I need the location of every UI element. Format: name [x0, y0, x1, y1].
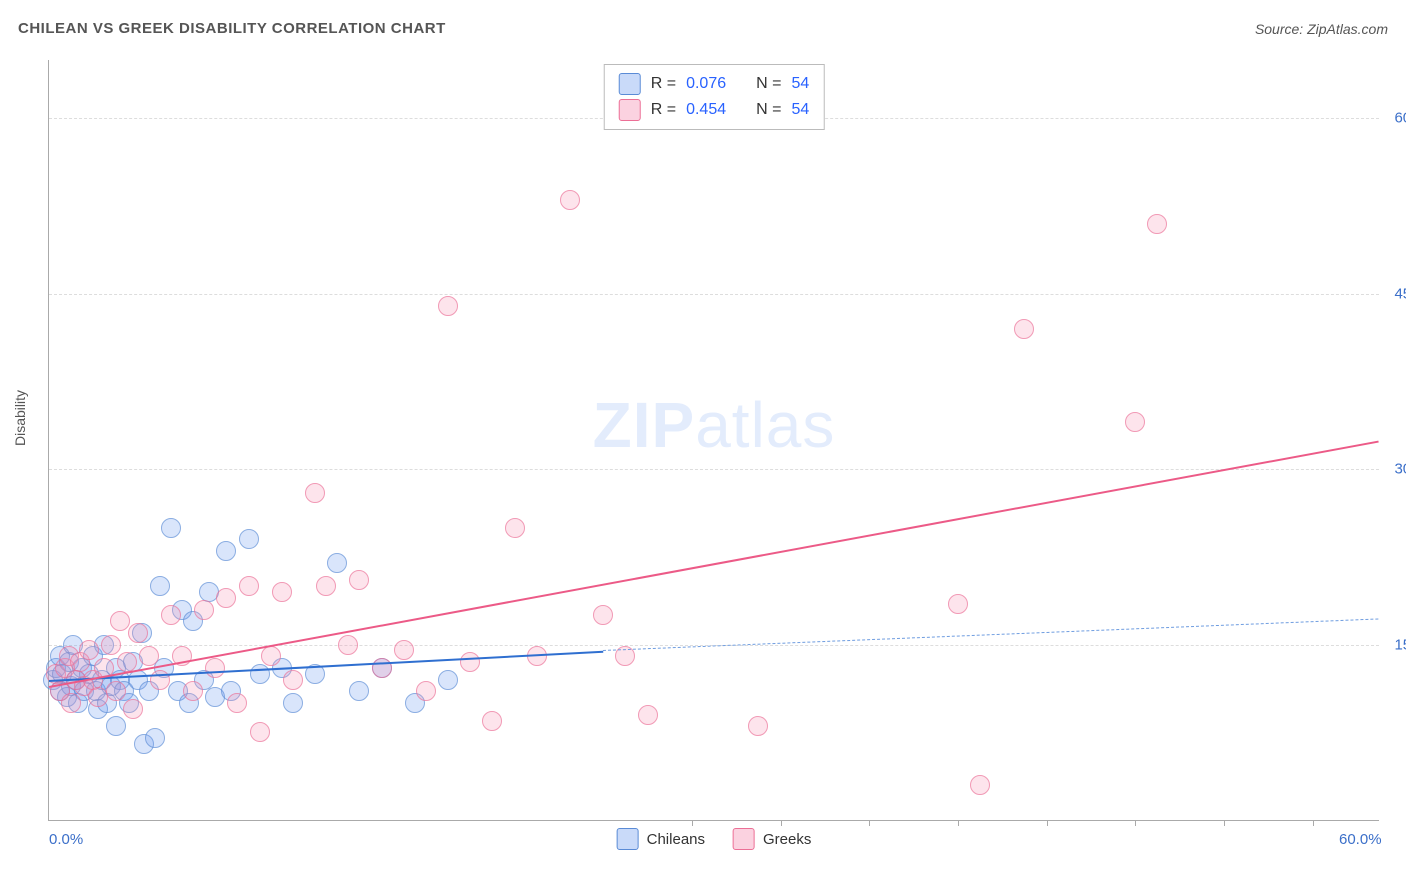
scatter-point — [239, 576, 259, 596]
legend-item-greeks: Greeks — [733, 828, 811, 850]
legend-swatch-blue — [619, 73, 641, 95]
n-label: N = — [756, 75, 781, 93]
grid-line — [49, 294, 1379, 295]
x-tick-mark — [958, 820, 959, 826]
legend-label: Chileans — [647, 831, 705, 848]
source-label: Source: ZipAtlas.com — [1255, 21, 1388, 37]
scatter-point — [638, 705, 658, 725]
scatter-point — [123, 699, 143, 719]
plot-area: ZIPatlas R = 0.076 N = 54 R = 0.454 N = … — [48, 60, 1379, 821]
x-tick-mark — [1224, 820, 1225, 826]
watermark-bold: ZIP — [593, 389, 696, 461]
scatter-point — [970, 775, 990, 795]
grid-line — [49, 469, 1379, 470]
x-tick-mark — [1047, 820, 1048, 826]
legend-correlation: R = 0.076 N = 54 R = 0.454 N = 54 — [604, 64, 825, 130]
scatter-point — [283, 670, 303, 690]
legend-label: Greeks — [763, 831, 811, 848]
x-tick-label: 60.0% — [1339, 831, 1382, 848]
scatter-point — [106, 716, 126, 736]
scatter-point — [748, 716, 768, 736]
x-tick-mark — [1313, 820, 1314, 826]
scatter-point — [283, 693, 303, 713]
y-tick-label: 30.0% — [1387, 461, 1406, 478]
scatter-point — [416, 681, 436, 701]
chart-title: CHILEAN VS GREEK DISABILITY CORRELATION … — [18, 20, 446, 37]
scatter-point — [1014, 319, 1034, 339]
scatter-point — [482, 711, 502, 731]
scatter-point — [349, 681, 369, 701]
scatter-point — [194, 600, 214, 620]
scatter-point — [117, 652, 137, 672]
scatter-point — [205, 658, 225, 678]
scatter-point — [261, 646, 281, 666]
legend-row: R = 0.076 N = 54 — [619, 71, 810, 97]
y-axis-title: Disability — [12, 390, 28, 446]
scatter-point — [316, 576, 336, 596]
scatter-point — [327, 553, 347, 573]
r-label: R = — [651, 75, 676, 93]
scatter-point — [106, 681, 126, 701]
n-value: 54 — [791, 75, 809, 93]
n-label: N = — [756, 101, 781, 119]
r-value: 0.076 — [686, 75, 726, 93]
trend-line — [603, 619, 1379, 652]
scatter-point — [79, 640, 99, 660]
scatter-point — [161, 605, 181, 625]
scatter-point — [460, 652, 480, 672]
scatter-point — [139, 646, 159, 666]
trend-line — [49, 440, 1379, 688]
x-tick-mark — [692, 820, 693, 826]
scatter-point — [1147, 214, 1167, 234]
scatter-point — [110, 611, 130, 631]
scatter-point — [438, 670, 458, 690]
scatter-point — [250, 664, 270, 684]
scatter-point — [145, 728, 165, 748]
scatter-point — [505, 518, 525, 538]
scatter-point — [150, 576, 170, 596]
scatter-point — [61, 693, 81, 713]
scatter-point — [216, 588, 236, 608]
scatter-point — [305, 483, 325, 503]
watermark: ZIPatlas — [593, 388, 836, 462]
x-tick-mark — [1135, 820, 1136, 826]
y-tick-label: 15.0% — [1387, 636, 1406, 653]
scatter-point — [183, 681, 203, 701]
x-tick-mark — [781, 820, 782, 826]
scatter-point — [150, 670, 170, 690]
scatter-point — [1125, 412, 1145, 432]
scatter-point — [438, 296, 458, 316]
legend-swatch-blue — [617, 828, 639, 850]
y-tick-label: 45.0% — [1387, 285, 1406, 302]
scatter-point — [593, 605, 613, 625]
legend-swatch-pink — [619, 99, 641, 121]
scatter-point — [560, 190, 580, 210]
r-value: 0.454 — [686, 101, 726, 119]
legend-row: R = 0.454 N = 54 — [619, 97, 810, 123]
scatter-point — [128, 623, 148, 643]
scatter-point — [394, 640, 414, 660]
n-value: 54 — [791, 101, 809, 119]
scatter-point — [227, 693, 247, 713]
scatter-point — [948, 594, 968, 614]
r-label: R = — [651, 101, 676, 119]
scatter-point — [349, 570, 369, 590]
scatter-point — [372, 658, 392, 678]
scatter-point — [101, 635, 121, 655]
watermark-rest: atlas — [695, 389, 835, 461]
legend-series: Chileans Greeks — [617, 828, 812, 850]
x-tick-mark — [869, 820, 870, 826]
legend-item-chileans: Chileans — [617, 828, 705, 850]
scatter-point — [272, 582, 292, 602]
x-tick-label: 0.0% — [49, 831, 83, 848]
scatter-point — [338, 635, 358, 655]
scatter-point — [250, 722, 270, 742]
scatter-point — [161, 518, 181, 538]
y-tick-label: 60.0% — [1387, 110, 1406, 127]
legend-swatch-pink — [733, 828, 755, 850]
scatter-point — [216, 541, 236, 561]
scatter-point — [239, 529, 259, 549]
chart-header: CHILEAN VS GREEK DISABILITY CORRELATION … — [18, 20, 1388, 37]
